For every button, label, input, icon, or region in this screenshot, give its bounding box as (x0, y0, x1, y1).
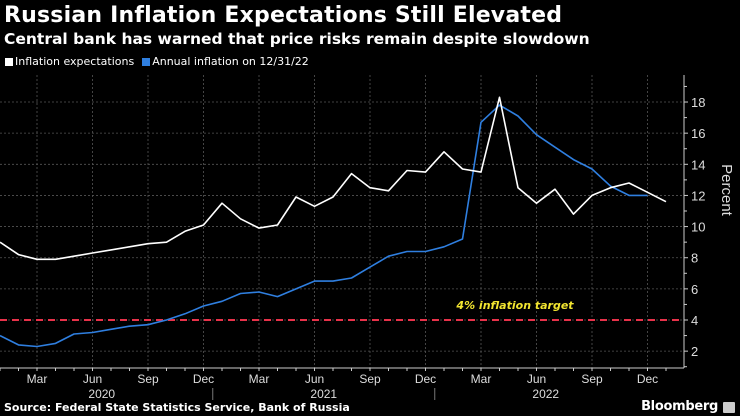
y-tick-label: 14 (691, 157, 705, 172)
x-tick-label: Sep (137, 372, 159, 386)
y-tick-label: 18 (691, 95, 705, 110)
x-tick-label: Mar (249, 372, 270, 386)
y-tick-label: 12 (691, 188, 705, 203)
x-tick-label: Jun (305, 372, 324, 386)
legend: Inflation expectations Annual inflation … (5, 55, 309, 68)
y-tick-label: 2 (691, 344, 698, 359)
bloomberg-logo: Bloomberg (641, 399, 718, 414)
y-tick-label: 4 (691, 313, 698, 328)
chart-title: Russian Inflation Expectations Still Ele… (4, 3, 563, 28)
bloomberg-terminal-icon (723, 402, 735, 413)
x-year-label: 2022 (532, 387, 559, 401)
y-tick-label: 8 (691, 251, 698, 266)
x-year-label: 2021 (310, 387, 337, 401)
x-tick-label: Mar (27, 372, 48, 386)
x-tick-label: Jun (527, 372, 546, 386)
x-tick-label: Jun (83, 372, 102, 386)
y-tick-label: 10 (691, 220, 705, 235)
target-annotation: 4% inflation target (455, 299, 574, 312)
y-axis-label: Percent (718, 164, 735, 217)
series-line-inflation-expectations (0, 96, 667, 261)
legend-label-annual-inflation: Annual inflation on 12/31/22 (152, 55, 309, 68)
series-line-annual-inflation (0, 104, 648, 348)
legend-item-expectations: Inflation expectations (5, 55, 134, 68)
x-tick-label: Dec (637, 372, 658, 386)
source-note: Source: Federal State Statistics Service… (4, 401, 350, 414)
x-tick-label: Dec (193, 372, 214, 386)
x-tick-label: Sep (581, 372, 603, 386)
x-year-label: 2020 (88, 387, 115, 401)
x-tick-label: Dec (415, 372, 436, 386)
y-tick-label: 6 (691, 282, 698, 297)
legend-label-expectations: Inflation expectations (15, 55, 135, 68)
legend-swatch-expectations (5, 57, 13, 66)
legend-swatch-annual-inflation (142, 57, 151, 66)
y-tick-label: 16 (691, 126, 705, 141)
chart-subtitle: Central bank has warned that price risks… (4, 30, 590, 48)
x-tick-label: Mar (471, 372, 492, 386)
x-tick-label: Sep (359, 372, 381, 386)
legend-item-annual-inflation: Annual inflation on 12/31/22 (142, 55, 309, 68)
